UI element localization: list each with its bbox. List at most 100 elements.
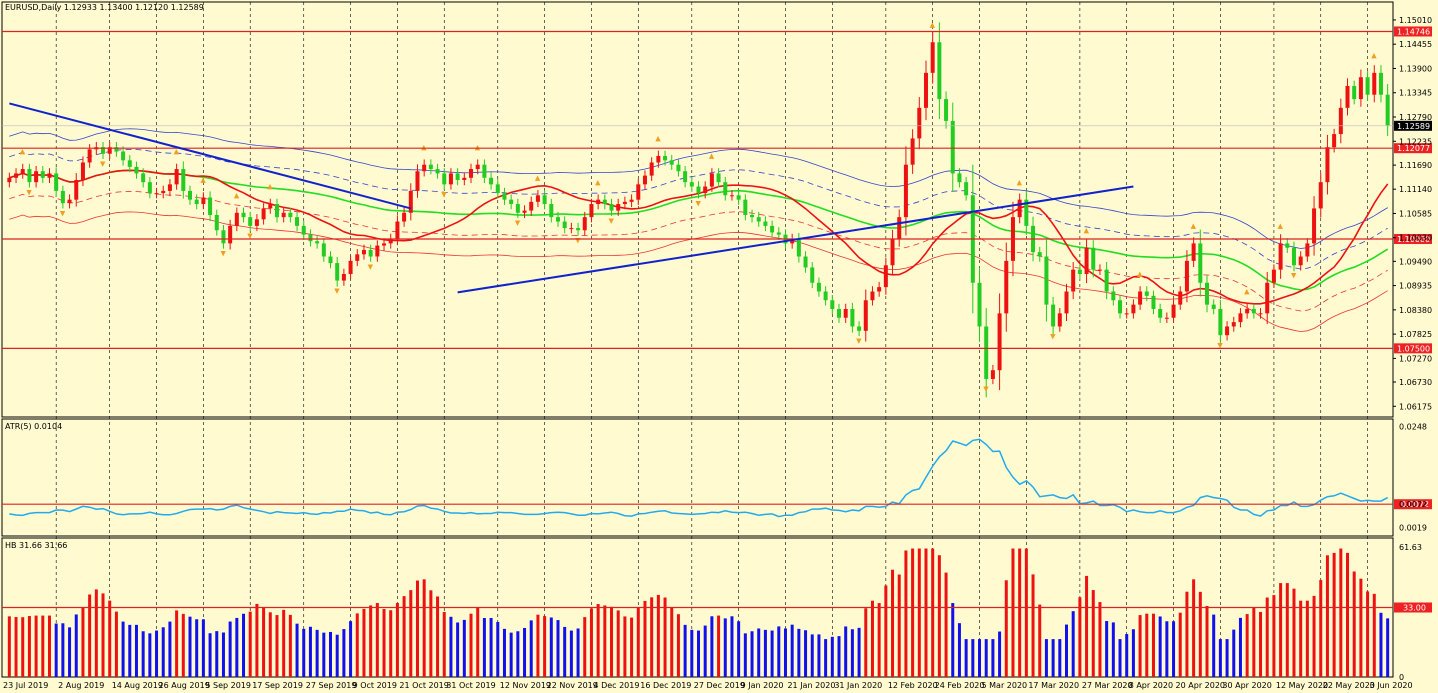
candle[interactable] [1205,275,1210,313]
candle[interactable] [27,163,32,188]
candle[interactable] [1285,238,1290,254]
candle[interactable] [576,222,581,236]
horizontal-levels[interactable]: 1.14746 1.12077 1.10000 1.07500 1.12589 [2,26,1432,354]
candle[interactable] [763,216,768,232]
candle[interactable] [877,281,882,297]
candle[interactable] [1238,308,1243,328]
candle[interactable] [328,251,333,269]
candle[interactable] [154,187,159,199]
candle[interactable] [542,190,547,210]
candle[interactable] [816,277,821,297]
candle[interactable] [1124,308,1129,319]
candle[interactable] [1138,286,1143,310]
candle[interactable] [489,172,494,190]
candle[interactable] [1131,299,1136,319]
candle[interactable] [535,190,540,208]
candle[interactable] [288,207,293,223]
candle[interactable] [228,219,233,250]
candle[interactable] [770,220,775,238]
candle[interactable] [395,215,400,246]
candle[interactable] [7,172,12,188]
candle[interactable] [335,256,340,287]
candle[interactable] [582,211,587,236]
candle[interactable] [616,198,621,216]
candle[interactable] [1265,272,1270,325]
candle[interactable] [442,168,447,190]
trendline[interactable] [457,185,1134,294]
candle[interactable] [984,308,989,398]
candle[interactable] [194,194,199,210]
candle[interactable] [977,267,982,342]
candle[interactable] [462,172,467,186]
candle[interactable] [80,156,85,187]
candle[interactable] [649,157,654,181]
candle[interactable] [114,141,119,157]
candle[interactable] [375,240,380,262]
candle[interactable] [1178,286,1183,310]
candle[interactable] [1111,286,1116,306]
candle[interactable] [121,146,126,166]
candle[interactable] [415,164,420,198]
candle[interactable] [1064,283,1069,322]
candle[interactable] [897,209,902,247]
candle[interactable] [589,198,594,223]
candle[interactable] [201,192,206,210]
candle[interactable] [555,211,560,227]
trendlines[interactable] [9,102,1134,294]
candle[interactable] [1258,308,1263,319]
candle[interactable] [903,146,908,236]
candle[interactable] [696,181,701,199]
candle[interactable] [1004,242,1009,332]
candle[interactable] [723,176,728,201]
candle[interactable] [636,178,641,206]
candle[interactable] [428,159,433,175]
candle[interactable] [187,185,192,205]
candle[interactable] [147,176,152,199]
candle[interactable] [750,209,755,223]
candle[interactable] [669,155,674,170]
candle[interactable] [917,97,922,150]
candle[interactable] [743,194,748,221]
trendline[interactable] [9,102,412,210]
candle[interactable] [54,167,59,198]
candle[interactable] [1385,83,1390,137]
candle[interactable] [1225,321,1230,341]
candle[interactable] [241,207,246,223]
candle[interactable] [843,303,848,323]
candle[interactable] [689,176,694,192]
candle[interactable] [1198,229,1203,297]
candle[interactable] [475,159,480,175]
candle[interactable] [1231,316,1236,332]
candle[interactable] [1318,172,1323,218]
candle[interactable] [703,181,708,199]
candle[interactable] [790,233,795,249]
candle[interactable] [569,222,574,234]
candle[interactable] [308,229,313,247]
candle[interactable] [261,203,266,225]
candle[interactable] [622,196,627,210]
candle[interactable] [756,211,761,227]
candle[interactable] [281,207,286,223]
candle[interactable] [1044,239,1049,322]
candle[interactable] [990,364,995,385]
candle[interactable] [341,268,346,286]
candle[interactable] [455,168,460,186]
candle[interactable] [1071,261,1076,300]
candle[interactable] [1338,98,1343,144]
candle[interactable] [776,227,781,240]
candle[interactable] [502,187,507,205]
candle[interactable] [214,209,219,236]
candle[interactable] [1251,303,1256,319]
candle[interactable] [964,176,969,201]
candle[interactable] [656,150,661,168]
candle[interactable] [736,190,741,205]
candle[interactable] [1191,237,1196,268]
candle[interactable] [1118,294,1123,319]
candle[interactable] [127,155,132,173]
candle[interactable] [957,168,962,188]
candle[interactable] [857,321,862,337]
candle[interactable] [1171,299,1176,323]
candle[interactable] [34,165,39,188]
candle[interactable] [1298,251,1303,271]
candle[interactable] [1278,234,1283,279]
